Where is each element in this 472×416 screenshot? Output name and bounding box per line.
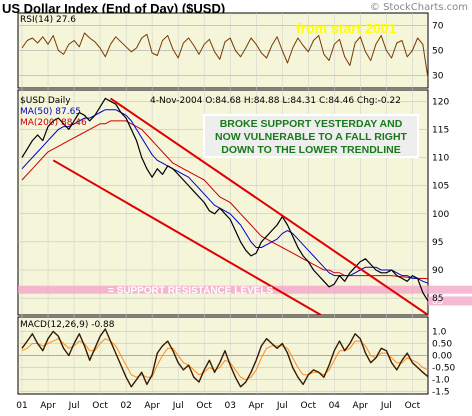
price-series-label: $USD Daily [20,96,71,106]
price-tick-label: 95 [432,238,443,248]
x-tick-label: 04 [329,401,341,411]
support-levels-label: = SUPPORT RESISTANCE LEVELS [108,286,273,297]
rsi-badge: from start 2001 [296,20,397,36]
lower-trendline [52,159,323,315]
price-tick-label: 85 [432,294,443,304]
ma200-legend: MA(200) 88.46 [20,118,87,128]
macd-line [21,328,429,388]
x-tick-label: Oct [301,401,317,411]
macd-tick-label: -1.5 [432,388,450,398]
ma50-legend: MA(50) 87.65 [20,107,81,117]
macd-signal-line [21,338,429,381]
rsi-line [21,32,429,79]
price-tick-label: 90 [432,266,444,276]
price-tick-label: 110 [432,154,449,164]
x-tick-label: Jul [172,401,184,411]
rsi-tick-label: 30 [432,72,444,82]
x-tick-label: 01 [16,401,27,411]
upper-trendline [109,97,429,315]
price-tick-label: 115 [432,125,449,135]
macd-tick-label: 0.00 [432,352,452,362]
x-tick-label: Oct [405,401,421,411]
last-price-band [428,296,472,306]
last-price-label: 85 [432,297,443,307]
x-tick-label: Oct [92,401,108,411]
chart-title: US Dollar Index (End of Day) ($USD) [2,1,226,16]
annotation-line-2: NOW VULNERABLE TO A FALL RIGHT [215,131,407,143]
x-tick-label: Apr [353,401,369,411]
price-line [21,97,429,302]
x-tick-label: Apr [248,401,264,411]
macd-label: MACD(12,26,9) -0.88 [20,320,115,330]
x-tick-label: Oct [196,401,212,411]
rsi-label: RSI(14) 27.6 [20,15,76,25]
annotation-line-1: BROKE SUPPORT YESTERDAY AND [220,118,403,130]
x-tick-label: 02 [120,401,131,411]
rsi-tick-label: 50 [432,47,444,57]
annotation-box [203,114,419,158]
x-tick-label: Jul [68,401,80,411]
x-tick-label: Apr [40,401,56,411]
macd-tick-label: 1.0 [432,327,447,337]
macd-tick-label: 0.50 [432,339,452,349]
x-tick-label: Jul [380,401,392,411]
price-tick-label: 105 [432,182,449,192]
x-tick-label: 03 [224,401,235,411]
price-tick-label: 120 [432,97,449,107]
price-tick-label: 100 [432,210,449,220]
price-info: 4-Nov-2004 O:84.68 H:84.88 L:84.31 C:84.… [150,96,401,106]
annotation-line-3: DOWN TO THE LOWER TRENDLINE [221,144,400,156]
support-resistance-band [18,285,472,294]
x-tick-label: Apr [144,401,160,411]
macd-tick-label: -1.0 [432,376,450,386]
credit-text: © StockCharts.com [369,2,468,13]
ma200-line [21,120,429,280]
macd-tick-label: -0.50 [432,364,456,374]
x-tick-label: Jul [276,401,288,411]
rsi-tick-label: 70 [432,22,444,32]
